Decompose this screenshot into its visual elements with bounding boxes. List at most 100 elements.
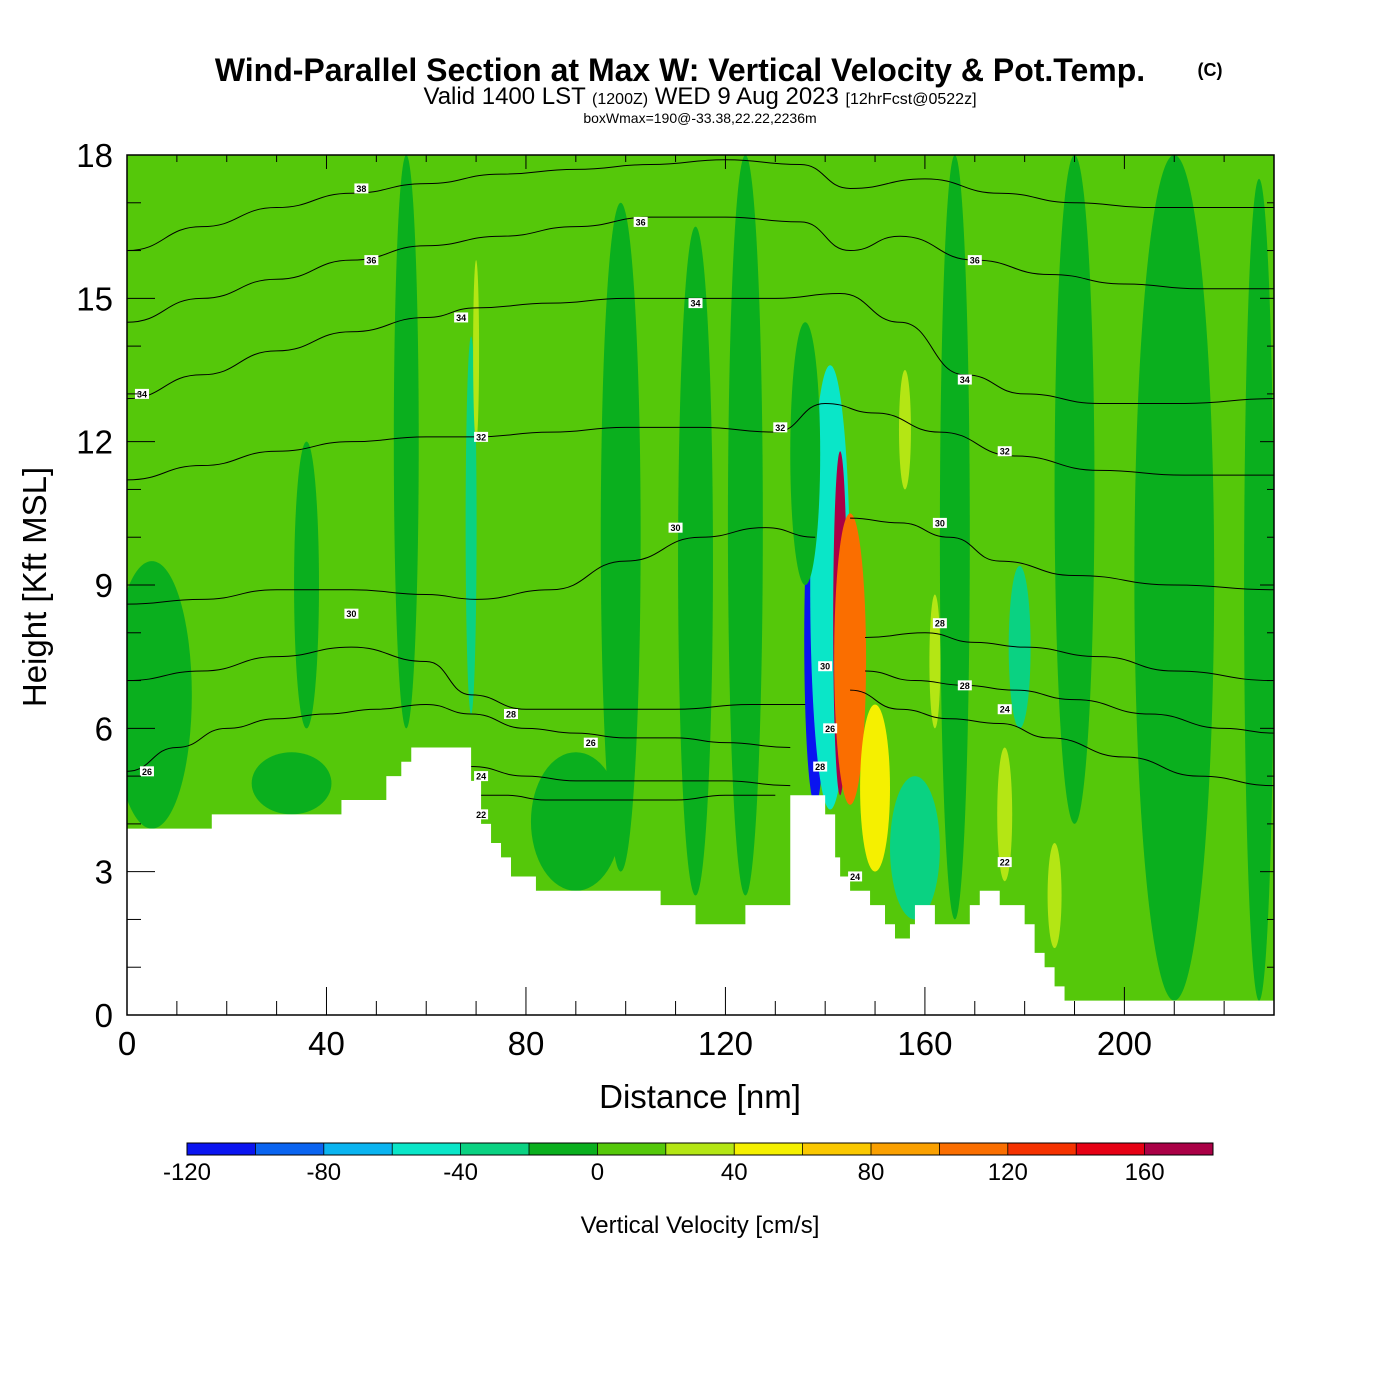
valid-date: WED 9 Aug 2023 xyxy=(655,83,839,110)
contour-label-text: 28 xyxy=(506,710,516,720)
velocity-cell xyxy=(530,752,621,891)
contour-label: 28 xyxy=(813,761,828,772)
colorbar-swatch xyxy=(734,1143,804,1155)
forecast-run: [12hrFcst@0522z] xyxy=(846,91,977,108)
valid-zulu: (1200Z) xyxy=(592,91,648,108)
colorbar-tick-label: 120 xyxy=(988,1159,1028,1186)
theta-contour-line xyxy=(850,689,1274,787)
contour-label-text: 32 xyxy=(476,432,486,442)
colorbar-swatch xyxy=(392,1143,462,1155)
velocity-cell xyxy=(790,322,821,585)
contour-label: 32 xyxy=(997,446,1012,457)
contour-label-text: 26 xyxy=(586,738,596,748)
theta-contour-line xyxy=(127,646,806,710)
colorbar-tick-label: -120 xyxy=(163,1159,211,1186)
copyright-mark: (C) xyxy=(1198,60,1223,80)
contour-label: 32 xyxy=(773,422,788,433)
x-tick-label: 200 xyxy=(1097,1025,1152,1062)
contour-label: 28 xyxy=(503,709,518,720)
contour-label-text: 34 xyxy=(456,313,466,323)
theta-contour-line xyxy=(865,670,1274,734)
x-axis-label: Distance [nm] xyxy=(599,1078,801,1115)
colorbar-tick-label: 160 xyxy=(1125,1159,1165,1186)
chart-title: Wind-Parallel Section at Max W: Vertical… xyxy=(215,52,1145,88)
colorbar-tick-label: 0 xyxy=(591,1159,604,1186)
contour-label: 28 xyxy=(957,680,972,691)
contour-label-text: 30 xyxy=(671,523,681,533)
colorbar-swatch xyxy=(597,1143,667,1155)
colorbar-label: Vertical Velocity [cm/s] xyxy=(581,1212,820,1239)
contour-label-text: 34 xyxy=(691,299,701,309)
velocity-cell xyxy=(473,260,480,442)
colorbar-swatch xyxy=(1144,1143,1214,1155)
x-tick-label: 120 xyxy=(698,1025,753,1062)
y-tick-label: 15 xyxy=(76,280,113,317)
velocity-cell xyxy=(834,513,867,805)
y-tick-label: 3 xyxy=(95,854,113,891)
contour-label-text: 36 xyxy=(366,256,376,266)
x-tick-label: 0 xyxy=(118,1025,136,1062)
theta-contour-line xyxy=(127,159,1274,252)
colorbar-swatch xyxy=(323,1143,393,1155)
colorbar-tick-label: 80 xyxy=(858,1159,885,1186)
contour-label-text: 24 xyxy=(476,772,486,782)
contour-label-text: 30 xyxy=(820,662,830,672)
contour-label-text: 34 xyxy=(960,375,970,385)
contour-label-text: 26 xyxy=(142,767,152,777)
velocity-cell xyxy=(600,202,641,872)
theta-contour-line xyxy=(471,794,776,801)
colorbar-swatch xyxy=(1007,1143,1077,1155)
contour-label-text: 26 xyxy=(825,724,835,734)
contour-label: 36 xyxy=(633,216,648,227)
velocity-cell xyxy=(1047,843,1062,949)
theta-contour-line xyxy=(850,517,1274,591)
contour-label-text: 36 xyxy=(970,256,980,266)
contour-label: 34 xyxy=(688,298,703,309)
velocity-cell xyxy=(127,561,192,829)
colorbar-swatch xyxy=(187,1143,256,1155)
terrain-mask xyxy=(127,747,1274,1015)
y-axis-label: Height [Kft MSL] xyxy=(16,467,53,707)
velocity-cell xyxy=(1134,155,1215,1001)
contour-label: 36 xyxy=(967,255,982,266)
velocity-cell xyxy=(465,336,477,714)
contour-label: 34 xyxy=(957,374,972,385)
valid-prefix: Valid 1400 LST xyxy=(423,83,586,110)
contour-label-text: 32 xyxy=(775,423,785,433)
contour-label-text: 30 xyxy=(935,518,945,528)
colorbar-swatch xyxy=(871,1143,940,1155)
contour-labels: 38 36 36 36 34 34 34 34 32 32 32 30 30 30 28 30 28 28 26 24… xyxy=(134,183,1012,882)
contour-label: 26 xyxy=(823,723,838,734)
colorbar-swatch xyxy=(665,1143,735,1155)
x-tick-label: 40 xyxy=(308,1025,345,1062)
contour-label-text: 38 xyxy=(356,184,366,194)
contour-label-text: 22 xyxy=(476,810,486,820)
velocity-cell xyxy=(860,704,891,872)
contour-label: 30 xyxy=(668,522,683,533)
x-tick-label: 160 xyxy=(897,1025,952,1062)
contour-label: 32 xyxy=(474,431,489,442)
contour-label: 34 xyxy=(134,388,149,399)
colorbar-tick-label: -80 xyxy=(306,1159,341,1186)
y-tick-label: 6 xyxy=(95,710,113,747)
contour-label: 22 xyxy=(474,809,489,820)
velocity-cell xyxy=(727,155,763,896)
contour-label-text: 30 xyxy=(346,609,356,619)
velocity-cell xyxy=(890,776,940,920)
colorbar-swatch xyxy=(460,1143,530,1155)
contour-label: 28 xyxy=(932,618,947,629)
contour-label: 30 xyxy=(932,517,947,528)
valid-time-line: Valid 1400 LST (1200Z) WED 9 Aug 2023 [1… xyxy=(423,83,976,110)
colorbar-swatch xyxy=(529,1143,598,1155)
colorbar-tick-label: -40 xyxy=(443,1159,478,1186)
velocity-cell xyxy=(393,155,419,729)
theta-contours xyxy=(127,159,1274,801)
y-tick-label: 18 xyxy=(76,137,113,174)
y-tick-label: 12 xyxy=(76,424,113,461)
x-tick-label: 80 xyxy=(508,1025,545,1062)
colorbar-swatch xyxy=(255,1143,325,1155)
contour-label-text: 24 xyxy=(1000,705,1010,715)
contour-label-text: 28 xyxy=(815,762,825,772)
plot-area: 38 36 36 36 34 34 34 34 32 32 32 30 30 30 28 30 28 28 26 24… xyxy=(127,155,1274,1015)
theta-contour-line xyxy=(127,703,791,772)
